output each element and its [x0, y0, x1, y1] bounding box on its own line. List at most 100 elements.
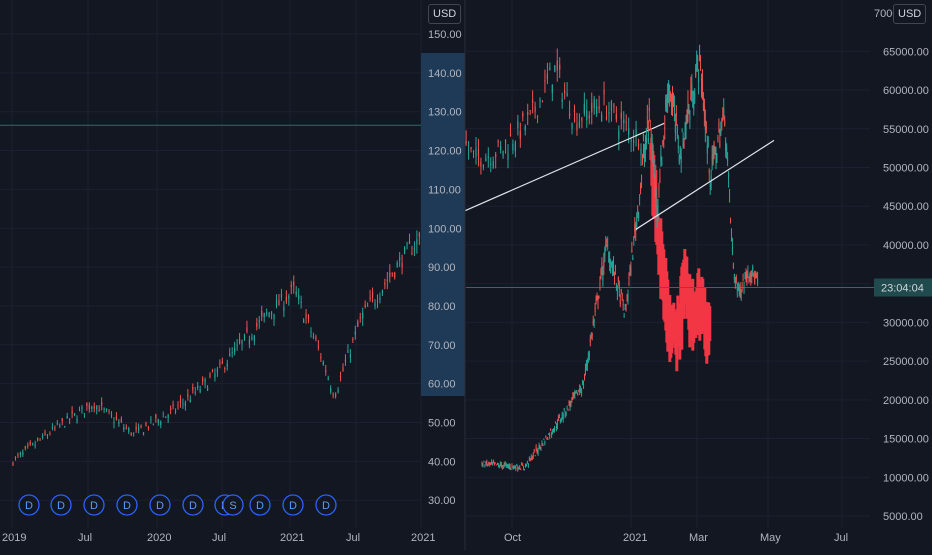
right-candle-body	[702, 102, 704, 110]
left-candle-body	[364, 304, 366, 307]
left-time-axis[interactable]: 2019 Jul 2020 Jul 2021 Jul 2021	[2, 532, 435, 544]
left-candle-body	[197, 385, 199, 388]
left-candle-body	[544, 80, 546, 82]
left-y-tick: 140.00	[428, 68, 462, 80]
left-candle-body	[165, 416, 167, 418]
left-candle-body	[615, 114, 617, 120]
left-y-tick: 130.00	[428, 107, 462, 119]
right-y-tick: 15000.00	[883, 434, 929, 446]
left-candle-body	[275, 300, 278, 306]
left-candle-body	[19, 453, 21, 455]
left-candle-body	[546, 73, 549, 80]
right-candle-body	[676, 126, 678, 136]
right-candle-body	[574, 392, 576, 395]
right-candle-body	[616, 291, 618, 293]
left-candle-body	[571, 123, 573, 129]
left-candle-body	[54, 427, 56, 429]
right-candle-body	[618, 286, 620, 290]
grid	[0, 0, 870, 528]
right-candle-body	[641, 177, 643, 179]
left-candle-body	[283, 306, 285, 312]
left-candle-body	[160, 421, 162, 426]
right-candle-body	[585, 363, 587, 366]
left-candle-body	[500, 145, 502, 150]
right-candle-body	[494, 462, 496, 464]
left-candle-body	[46, 435, 49, 438]
right-candle-body	[555, 426, 557, 429]
left-candle-body	[192, 387, 194, 390]
right-candle-body	[755, 273, 757, 277]
right-candle-body	[544, 441, 546, 444]
left-candle-body	[628, 128, 630, 135]
right-candle-body	[498, 466, 500, 468]
right-candle-body	[534, 455, 536, 457]
left-candle-body	[280, 293, 283, 298]
left-candle-body	[69, 418, 71, 420]
right-candle-body	[600, 270, 602, 274]
left-candle-body	[403, 247, 406, 254]
right-currency-button[interactable]: USD	[893, 4, 927, 24]
right-candle-body	[521, 464, 523, 466]
right-candle-body	[518, 468, 520, 470]
right-candle-body	[542, 443, 544, 446]
left-candle-body	[396, 262, 398, 267]
right-x-tick: 2021	[623, 532, 647, 544]
left-candle-body	[339, 376, 342, 378]
left-candle-body	[130, 433, 132, 436]
left-price-axis[interactable]: 150.00 140.00 130.00 120.00 110.00 100.00 90.0…	[421, 29, 465, 507]
right-candle-body	[541, 442, 543, 444]
right-candle-body	[743, 287, 745, 291]
right-candle-body	[736, 286, 738, 290]
right-candle-body	[671, 92, 673, 104]
right-price-axis[interactable]: 65000.00 60000.00 55000.00 50000.00 45000.00…	[874, 46, 932, 523]
right-candle-body	[645, 138, 647, 144]
left-candle-body	[312, 336, 315, 338]
left-candle-body	[335, 393, 337, 397]
left-candle-body	[216, 368, 219, 373]
right-candle-body	[572, 392, 574, 396]
left-candle-body	[101, 402, 103, 406]
right-candle-body	[732, 263, 734, 268]
right-candle-body	[681, 130, 683, 132]
left-candle-body	[605, 116, 608, 119]
right-candle-body	[668, 82, 670, 94]
left-candle-body	[357, 321, 359, 327]
right-candle-body	[735, 277, 737, 282]
right-candle-body	[587, 356, 589, 359]
right-candle-body	[520, 468, 522, 470]
left-candle-body	[125, 427, 127, 429]
right-price-label-bg	[874, 278, 932, 297]
right-plot-area[interactable]	[466, 44, 874, 472]
left-x-tick: 2020	[147, 532, 171, 544]
left-currency-button[interactable]: USD	[428, 4, 462, 24]
right-candle-body	[675, 112, 677, 117]
left-candle-body	[66, 415, 68, 419]
left-candle-body	[206, 387, 209, 391]
right-candle-body	[561, 413, 563, 417]
left-candle-body	[73, 413, 76, 415]
left-candle-body	[630, 139, 632, 142]
left-candle-body	[167, 414, 169, 419]
left-candle-body	[41, 434, 44, 439]
left-candle-body	[113, 421, 115, 424]
right-candle-body	[523, 466, 525, 468]
right-x-tick: Oct	[504, 532, 521, 544]
left-candle-body	[389, 272, 391, 278]
left-y-tick: 70.00	[428, 340, 456, 352]
right-candle-body	[700, 82, 702, 90]
event-badge-letter: D	[189, 500, 197, 512]
left-candle-body	[238, 338, 241, 344]
left-y-tick: 80.00	[428, 301, 456, 313]
right-candle-body	[564, 414, 566, 417]
right-candle-body	[648, 107, 650, 111]
right-candle-body	[671, 105, 673, 111]
right-candle-body	[487, 464, 489, 467]
right-candle-body	[513, 465, 515, 469]
right-time-axis[interactable]: Oct 2021 Mar May Jul	[504, 532, 848, 544]
right-y-tick: 30000.00	[883, 317, 929, 329]
left-candle-body	[246, 327, 248, 332]
right-candle-body	[737, 283, 739, 285]
left-candle-body	[155, 414, 157, 419]
